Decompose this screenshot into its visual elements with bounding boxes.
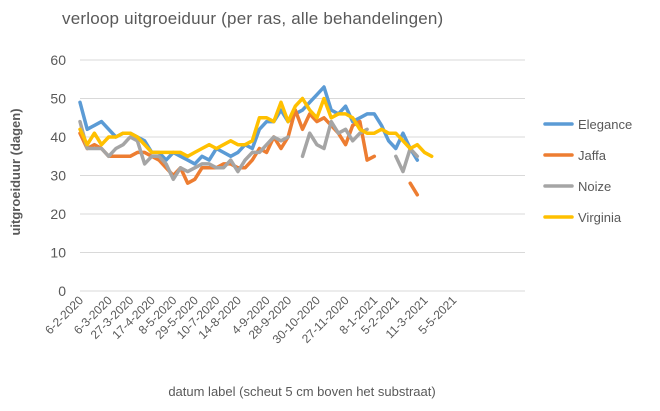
series-line-noize	[78, 119, 420, 182]
series-line-virginia	[78, 96, 434, 159]
y-tick-label: 50	[50, 91, 66, 107]
y-tick-label: 0	[58, 283, 66, 299]
legend-label: Virginia	[578, 210, 622, 225]
y-tick-label: 40	[50, 129, 66, 145]
x-axis-ticks: 6-2-20206-3-202027-3-202017-4-20208-5-20…	[42, 293, 459, 347]
legend: Elegance Jaffa Noize Virginia	[543, 117, 632, 225]
chart-title: verloop uitgroeiduur (per ras, alle beha…	[62, 9, 443, 28]
legend-label: Elegance	[578, 117, 632, 132]
legend-label: Jaffa	[578, 148, 607, 163]
series-lines	[78, 85, 434, 197]
legend-label: Noize	[578, 179, 611, 194]
x-axis-title: datum label (scheut 5 cm boven het subst…	[168, 384, 435, 399]
gridlines	[80, 59, 525, 292]
y-tick-label: 60	[50, 52, 66, 68]
y-tick-label: 20	[50, 206, 66, 222]
y-axis-ticks: 0 10 20 30 40 50 60	[50, 52, 66, 299]
y-axis-title: uitgroeiduur (dagen)	[8, 108, 23, 235]
y-tick-label: 30	[50, 168, 66, 184]
y-tick-label: 10	[50, 245, 66, 261]
series-line-jaffa	[78, 108, 420, 197]
